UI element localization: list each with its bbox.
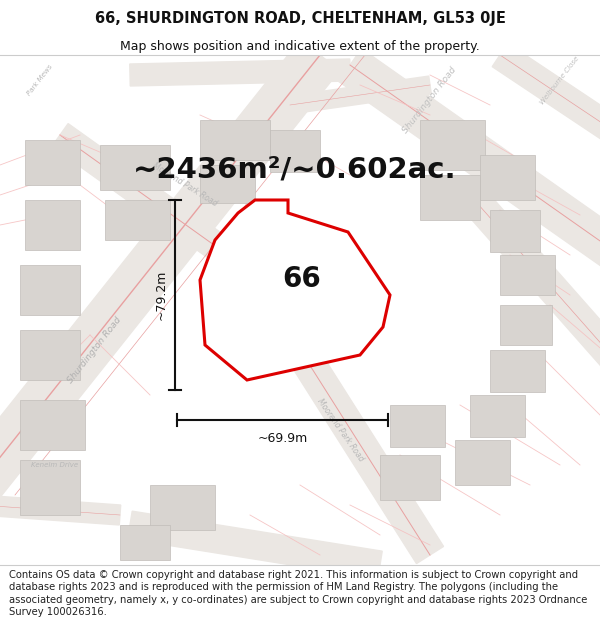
- Text: Park Mews: Park Mews: [26, 64, 54, 96]
- Text: ~69.9m: ~69.9m: [257, 431, 308, 444]
- Text: 66, SHURDINGTON ROAD, CHELTENHAM, GL53 0JE: 66, SHURDINGTON ROAD, CHELTENHAM, GL53 0…: [95, 11, 505, 26]
- Polygon shape: [338, 49, 600, 271]
- Bar: [150, 485, 215, 530]
- Text: Shurdington Road: Shurdington Road: [67, 315, 124, 385]
- Text: 66: 66: [282, 265, 320, 292]
- Text: Contains OS data © Crown copyright and database right 2021. This information is : Contains OS data © Crown copyright and d…: [9, 570, 587, 617]
- Bar: [120, 525, 170, 560]
- Polygon shape: [52, 124, 348, 346]
- Polygon shape: [492, 43, 600, 147]
- Bar: [420, 175, 480, 220]
- Text: Moorend Park Road: Moorend Park Road: [315, 397, 365, 463]
- Polygon shape: [128, 511, 382, 579]
- Bar: [100, 145, 170, 190]
- Bar: [270, 130, 320, 172]
- Bar: [25, 140, 80, 185]
- Bar: [490, 350, 545, 392]
- Text: Map shows position and indicative extent of the property.: Map shows position and indicative extent…: [120, 39, 480, 52]
- Text: ~2436m²/~0.602ac.: ~2436m²/~0.602ac.: [133, 156, 457, 184]
- Bar: [455, 440, 510, 485]
- Text: Moorend Park Road: Moorend Park Road: [151, 161, 219, 209]
- Bar: [105, 200, 170, 240]
- Bar: [20, 265, 80, 315]
- Polygon shape: [459, 185, 600, 375]
- Bar: [380, 455, 440, 500]
- Bar: [20, 400, 85, 450]
- Bar: [490, 210, 540, 252]
- Polygon shape: [0, 495, 121, 525]
- Bar: [390, 405, 445, 447]
- Bar: [420, 120, 485, 170]
- Bar: [500, 305, 552, 345]
- Bar: [470, 395, 525, 437]
- Polygon shape: [200, 200, 390, 380]
- Bar: [500, 255, 555, 295]
- Polygon shape: [289, 76, 431, 114]
- Bar: [25, 200, 80, 250]
- Bar: [200, 120, 270, 160]
- Bar: [20, 460, 80, 515]
- Polygon shape: [0, 39, 340, 511]
- Bar: [200, 165, 255, 203]
- Polygon shape: [130, 59, 350, 86]
- Text: ~79.2m: ~79.2m: [155, 270, 167, 320]
- Bar: [480, 155, 535, 200]
- Polygon shape: [226, 246, 443, 564]
- Bar: [20, 330, 80, 380]
- Text: Welbourne Close: Welbourne Close: [539, 55, 581, 105]
- Text: Shurdington Road: Shurdington Road: [401, 65, 458, 135]
- Text: Kenelm Drive: Kenelm Drive: [31, 462, 79, 468]
